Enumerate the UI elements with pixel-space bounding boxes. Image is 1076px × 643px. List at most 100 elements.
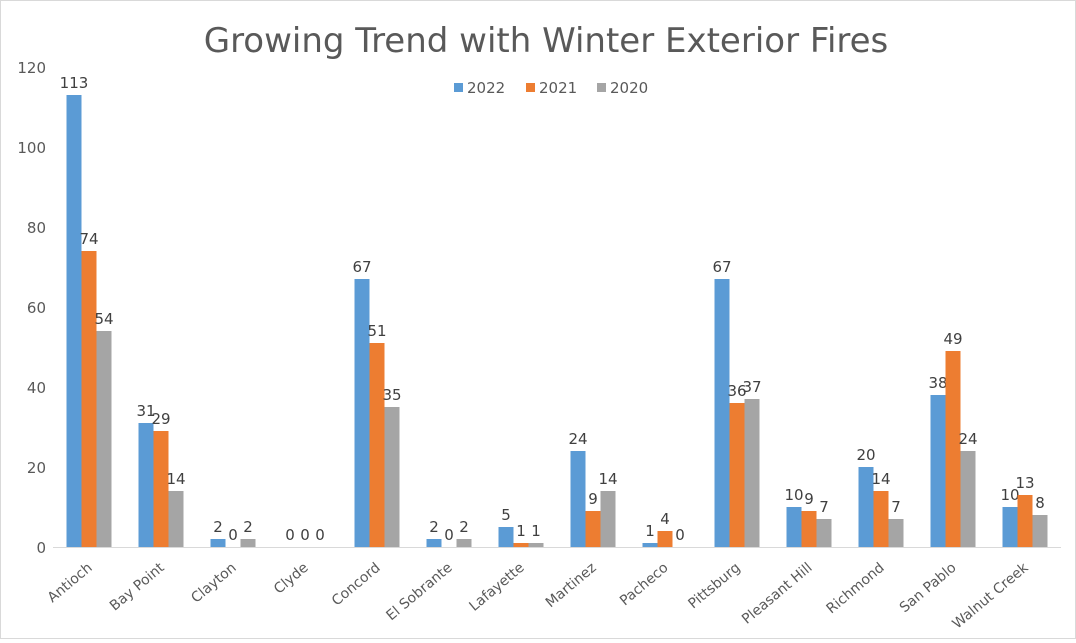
data-label: 24 <box>568 430 587 448</box>
data-label: 4 <box>660 510 670 528</box>
x-tick-label: Walnut Creek <box>950 559 1033 632</box>
data-label: 0 <box>285 526 295 544</box>
x-tick-label: Bay Point <box>107 559 168 614</box>
x-tick-label: Lafayette <box>466 560 527 615</box>
bar-2021-pittsburg <box>729 403 745 547</box>
legend-swatch <box>597 83 606 92</box>
bar-2020-antioch <box>96 331 112 547</box>
data-label: 0 <box>444 526 454 544</box>
x-tick-label: Martinez <box>543 560 600 611</box>
x-tick-label: San Pablo <box>897 560 960 616</box>
legend-label: 2021 <box>539 79 577 97</box>
bar-2022-antioch <box>66 95 82 547</box>
bar-2021-concord <box>369 343 385 547</box>
legend-label: 2022 <box>467 79 505 97</box>
bar-2021-walnut-creek <box>1017 495 1033 547</box>
y-tick-label: 0 <box>36 539 46 557</box>
bar-2020-el-sobrante <box>456 539 472 547</box>
data-label: 10 <box>784 486 803 504</box>
bar-2020-san-pablo <box>960 451 976 547</box>
y-tick-label: 120 <box>17 59 46 77</box>
y-tick-label: 100 <box>17 139 46 157</box>
bar-2022-richmond <box>858 467 874 547</box>
data-label: 67 <box>352 258 371 276</box>
x-tick-label: Pacheco <box>617 560 672 609</box>
data-label: 49 <box>943 330 962 348</box>
data-label: 1 <box>645 522 655 540</box>
data-label: 51 <box>367 322 386 340</box>
data-label: 38 <box>928 374 947 392</box>
x-tick-label: Clyde <box>271 560 312 598</box>
data-label: 0 <box>675 526 685 544</box>
data-label: 2 <box>243 518 253 536</box>
data-label: 2 <box>459 518 469 536</box>
data-label: 67 <box>712 258 731 276</box>
bar-2020-concord <box>384 407 400 547</box>
bar-2021-san-pablo <box>945 351 961 547</box>
bar-2022-san-pablo <box>930 395 946 547</box>
x-tick-label: Pittsburg <box>685 560 743 612</box>
data-label: 0 <box>300 526 310 544</box>
bar-2020-clayton <box>240 539 256 547</box>
bar-2021-lafayette <box>513 543 529 547</box>
bar-2020-walnut-creek <box>1032 515 1048 547</box>
data-label: 2 <box>213 518 223 536</box>
x-tick-label: Clayton <box>188 560 239 607</box>
data-label: 24 <box>958 430 977 448</box>
bar-2022-concord <box>354 279 370 547</box>
bar-2022-pleasant-hill <box>786 507 802 547</box>
bar-2020-bay-point <box>168 491 184 547</box>
data-label: 5 <box>501 506 511 524</box>
bar-2021-richmond <box>873 491 889 547</box>
bar-2022-clayton <box>210 539 226 547</box>
data-label: 54 <box>94 310 113 328</box>
bar-2022-lafayette <box>498 527 514 547</box>
data-label: 1 <box>516 522 526 540</box>
x-tick-label: Concord <box>329 560 384 609</box>
bar-2020-lafayette <box>528 543 544 547</box>
chart-title: Growing Trend with Winter Exterior Fires <box>204 21 889 61</box>
data-label: 37 <box>742 378 761 396</box>
bar-2022-el-sobrante <box>426 539 442 547</box>
data-label: 113 <box>60 74 89 92</box>
x-tick-label: El Sobrante <box>383 560 455 624</box>
bar-2021-martinez <box>585 511 601 547</box>
data-label: 2 <box>429 518 439 536</box>
legend-swatch <box>526 83 535 92</box>
data-label: 36 <box>727 382 746 400</box>
data-label: 8 <box>1035 494 1045 512</box>
bar-2021-pacheco <box>657 531 673 547</box>
bar-2022-martinez <box>570 451 586 547</box>
x-tick-label: Richmond <box>824 560 888 617</box>
data-label: 31 <box>136 402 155 420</box>
y-tick-label: 40 <box>27 379 46 397</box>
data-label: 35 <box>382 386 401 404</box>
data-label: 20 <box>856 446 875 464</box>
x-axis: Antioch Bay Point Clayton Clyde Concord El So… <box>45 547 1061 632</box>
bar-2021-bay-point <box>153 431 169 547</box>
legend-label: 2020 <box>610 79 648 97</box>
bar-2020-martinez <box>600 491 616 547</box>
bar-2020-richmond <box>888 519 904 547</box>
data-label: 7 <box>891 498 901 516</box>
data-label: 14 <box>598 470 617 488</box>
bar-2022-pacheco <box>642 543 658 547</box>
y-tick-label: 20 <box>27 459 46 477</box>
bar-2021-antioch <box>81 251 97 547</box>
data-label: 29 <box>151 410 170 428</box>
legend: 2022 2021 2020 <box>454 79 648 97</box>
data-label: 0 <box>228 526 238 544</box>
y-tick-label: 80 <box>27 219 46 237</box>
data-label: 13 <box>1015 474 1034 492</box>
data-label: 74 <box>79 230 98 248</box>
x-tick-label: Pleasant Hill <box>739 560 815 628</box>
data-label: 10 <box>1000 486 1019 504</box>
data-label: 14 <box>871 470 890 488</box>
data-label: 0 <box>315 526 325 544</box>
bar-2020-pittsburg <box>744 399 760 547</box>
y-tick-label: 60 <box>27 299 46 317</box>
bar-2022-bay-point <box>138 423 154 547</box>
data-label: 9 <box>588 490 598 508</box>
